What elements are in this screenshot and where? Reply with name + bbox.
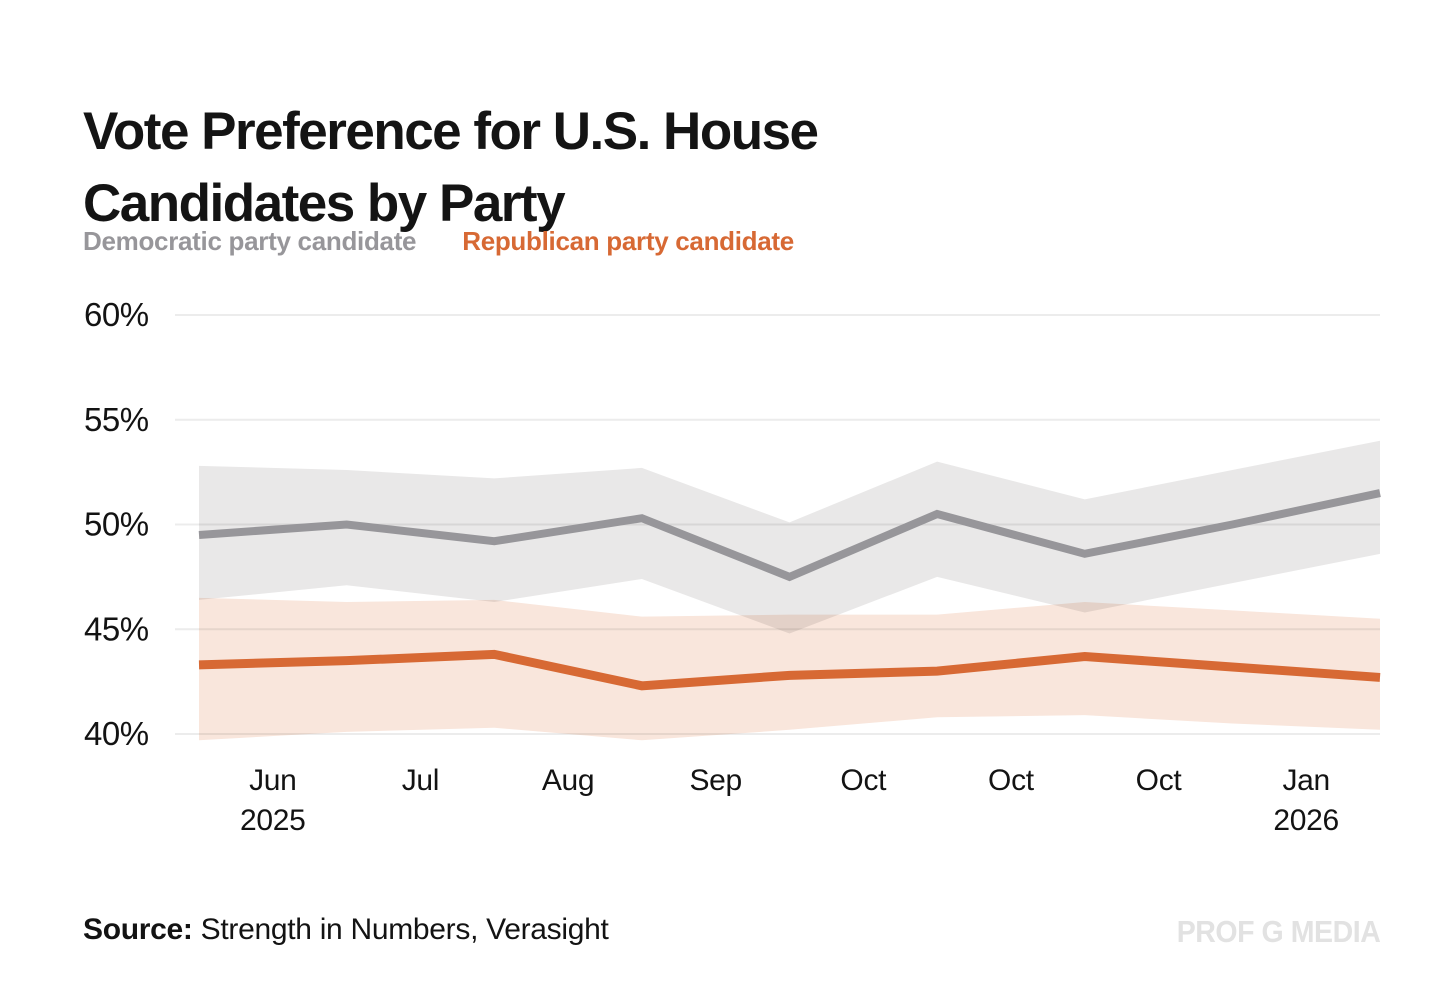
republican-band [199, 597, 1380, 741]
y-tick-label: 60% [84, 296, 149, 333]
x-tick-label: Sep [689, 764, 741, 797]
x-tick-label: Jul [402, 764, 439, 797]
y-tick-label: 55% [84, 401, 149, 438]
x-tick-label: Oct [988, 764, 1035, 797]
republican-line [198, 649, 1381, 691]
legend-republican: Republican party candidate [462, 226, 794, 256]
watermark-prof-g-media: PROF G MEDIA [1176, 914, 1380, 949]
source-text: Strength in Numbers, Verasight [192, 913, 609, 946]
source-note: Source: Strength in Numbers, Verasight [83, 913, 609, 947]
x-tick-label: Jun 2025 [240, 764, 306, 837]
page-title: Vote Preference for U.S. House Candidate… [83, 101, 819, 233]
legend-democratic: Democratic party candidate [83, 226, 417, 256]
y-tick-label: 40% [84, 715, 149, 752]
y-tick-label: 45% [84, 610, 149, 647]
x-tick-label: Oct [840, 764, 887, 797]
democrat-line [198, 489, 1381, 582]
chart-legend: Democratic party candidate Republican par… [83, 226, 840, 257]
x-tick-label: Jan 2026 [1273, 764, 1339, 837]
democrat-band [199, 440, 1380, 634]
x-tick-label: Oct [1136, 764, 1183, 797]
x-tick-label: Aug [542, 764, 594, 797]
source-label: Source: [83, 913, 193, 946]
y-tick-label: 50% [84, 506, 149, 543]
